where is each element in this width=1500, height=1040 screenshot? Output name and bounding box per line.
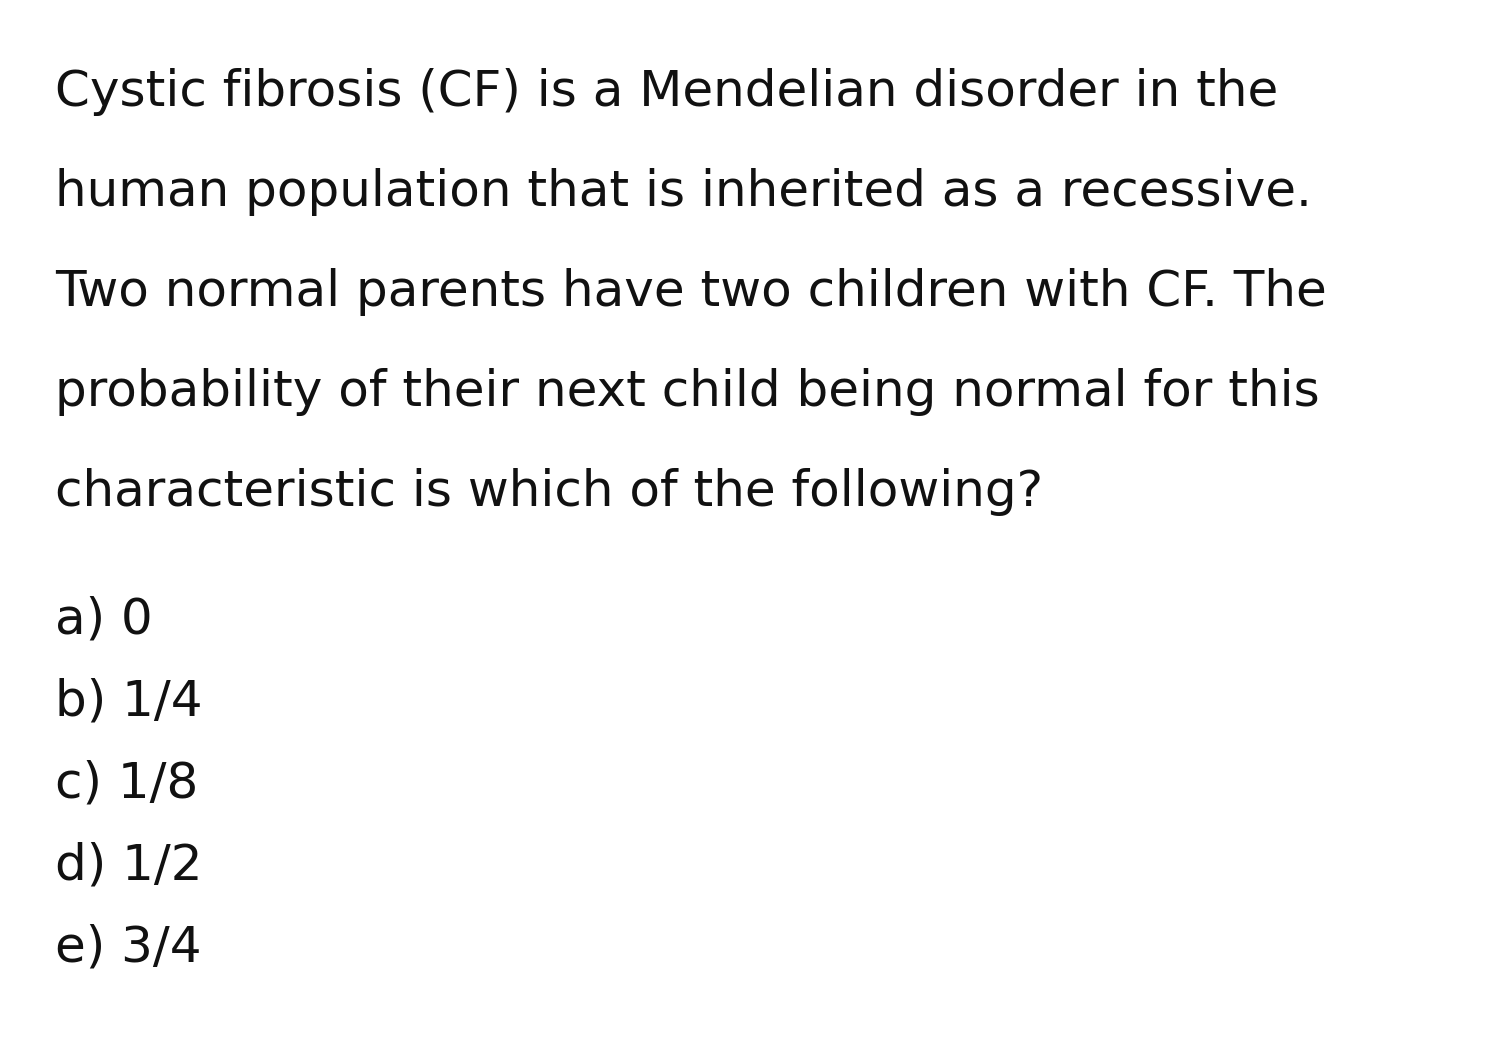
Text: human population that is inherited as a recessive.: human population that is inherited as a … <box>56 168 1312 216</box>
Text: e) 3/4: e) 3/4 <box>56 924 201 971</box>
Text: characteristic is which of the following?: characteristic is which of the following… <box>56 468 1042 516</box>
Text: d) 1/2: d) 1/2 <box>56 841 202 889</box>
Text: probability of their next child being normal for this: probability of their next child being no… <box>56 368 1320 416</box>
Text: b) 1/4: b) 1/4 <box>56 677 202 725</box>
Text: c) 1/8: c) 1/8 <box>56 759 198 807</box>
Text: Two normal parents have two children with CF. The: Two normal parents have two children wit… <box>56 268 1326 316</box>
Text: a) 0: a) 0 <box>56 595 153 643</box>
Text: Cystic fibrosis (CF) is a Mendelian disorder in the: Cystic fibrosis (CF) is a Mendelian diso… <box>56 68 1278 116</box>
